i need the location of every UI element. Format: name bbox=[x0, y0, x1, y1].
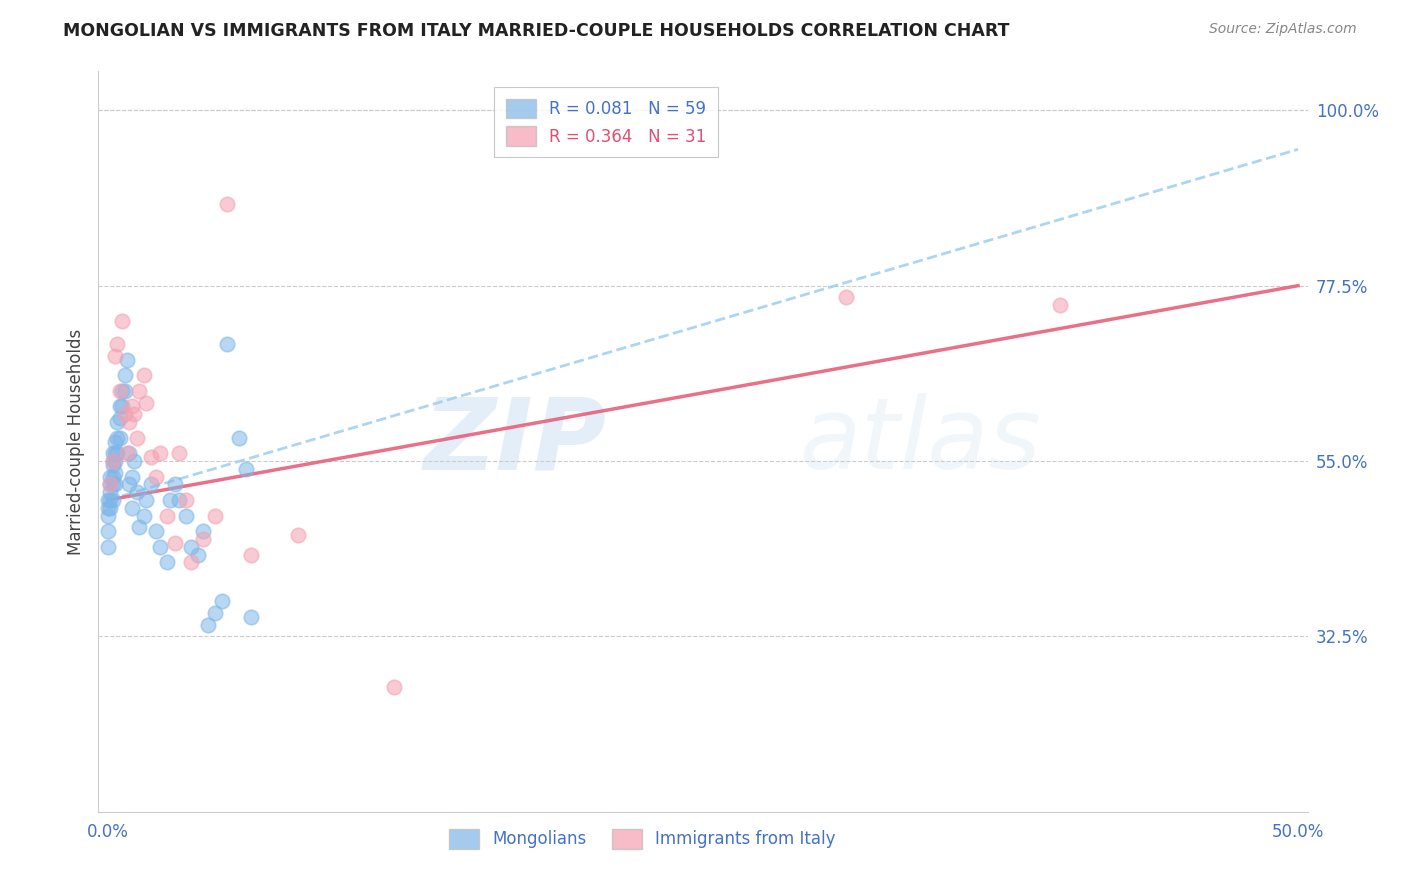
Point bbox=[118, 477, 141, 491]
Point bbox=[98, 485, 121, 500]
Point bbox=[156, 555, 179, 569]
Point bbox=[139, 450, 162, 464]
Point bbox=[287, 528, 309, 542]
Point bbox=[108, 384, 131, 398]
Point bbox=[191, 524, 214, 538]
Point bbox=[107, 431, 129, 445]
Text: Source: ZipAtlas.com: Source: ZipAtlas.com bbox=[1209, 22, 1357, 37]
Point bbox=[97, 540, 120, 554]
Point bbox=[135, 493, 157, 508]
Point bbox=[176, 493, 198, 508]
Point bbox=[98, 493, 121, 508]
Point bbox=[835, 290, 858, 304]
Point bbox=[104, 434, 127, 449]
Point bbox=[97, 500, 120, 515]
Point bbox=[191, 532, 214, 546]
Point bbox=[125, 485, 148, 500]
Point bbox=[108, 411, 131, 425]
Point bbox=[187, 548, 209, 562]
Point bbox=[108, 400, 131, 414]
Point bbox=[235, 462, 257, 476]
Point bbox=[228, 431, 250, 445]
Point bbox=[121, 400, 143, 414]
Point bbox=[197, 617, 219, 632]
Point bbox=[121, 469, 143, 483]
Point bbox=[135, 395, 157, 409]
Point bbox=[1049, 298, 1071, 312]
Point bbox=[163, 536, 186, 550]
Point bbox=[115, 446, 138, 460]
Point bbox=[104, 454, 127, 468]
Y-axis label: Married-couple Households: Married-couple Households bbox=[66, 328, 84, 555]
Point bbox=[115, 352, 138, 367]
Point bbox=[145, 469, 167, 483]
Point bbox=[104, 477, 127, 491]
Point bbox=[204, 606, 226, 620]
Point bbox=[101, 477, 124, 491]
Point bbox=[101, 454, 124, 468]
Point bbox=[132, 508, 155, 523]
Point bbox=[163, 477, 186, 491]
Point bbox=[104, 349, 127, 363]
Point bbox=[104, 446, 127, 460]
Point bbox=[215, 337, 238, 351]
Point bbox=[111, 314, 134, 328]
Point bbox=[118, 415, 141, 429]
Point bbox=[111, 400, 134, 414]
Point bbox=[149, 446, 172, 460]
Point bbox=[118, 446, 141, 460]
Point bbox=[125, 431, 148, 445]
Point bbox=[132, 368, 155, 383]
Text: ZIP: ZIP bbox=[423, 393, 606, 490]
Point bbox=[159, 493, 181, 508]
Point bbox=[156, 508, 179, 523]
Point bbox=[97, 493, 120, 508]
Point bbox=[98, 477, 121, 491]
Point bbox=[101, 454, 124, 468]
Text: MONGOLIAN VS IMMIGRANTS FROM ITALY MARRIED-COUPLE HOUSEHOLDS CORRELATION CHART: MONGOLIAN VS IMMIGRANTS FROM ITALY MARRI… bbox=[63, 22, 1010, 40]
Point bbox=[139, 477, 162, 491]
Point bbox=[176, 508, 198, 523]
Point bbox=[114, 407, 136, 421]
Point bbox=[107, 337, 129, 351]
Legend: Mongolians, Immigrants from Italy: Mongolians, Immigrants from Italy bbox=[443, 822, 842, 855]
Point bbox=[107, 415, 129, 429]
Point bbox=[107, 446, 129, 460]
Point bbox=[239, 548, 262, 562]
Point bbox=[121, 500, 143, 515]
Point bbox=[98, 469, 121, 483]
Point bbox=[97, 524, 120, 538]
Point bbox=[101, 458, 124, 472]
Point bbox=[98, 477, 121, 491]
Point bbox=[215, 197, 238, 211]
Point bbox=[108, 431, 131, 445]
Point bbox=[114, 368, 136, 383]
Point bbox=[204, 508, 226, 523]
Point bbox=[97, 508, 120, 523]
Point bbox=[169, 446, 191, 460]
Point bbox=[114, 384, 136, 398]
Text: atlas: atlas bbox=[800, 393, 1042, 490]
Point bbox=[169, 493, 191, 508]
Point bbox=[180, 555, 202, 569]
Point bbox=[128, 520, 150, 534]
Point bbox=[101, 469, 124, 483]
Point bbox=[180, 540, 202, 554]
Point bbox=[145, 524, 167, 538]
Point bbox=[104, 466, 127, 480]
Point bbox=[98, 500, 121, 515]
Point bbox=[211, 594, 233, 608]
Point bbox=[111, 384, 134, 398]
Point bbox=[101, 446, 124, 460]
Point bbox=[239, 610, 262, 624]
Point bbox=[122, 454, 145, 468]
Point bbox=[128, 384, 150, 398]
Point bbox=[149, 540, 172, 554]
Point bbox=[382, 680, 405, 694]
Point bbox=[122, 407, 145, 421]
Point bbox=[101, 493, 124, 508]
